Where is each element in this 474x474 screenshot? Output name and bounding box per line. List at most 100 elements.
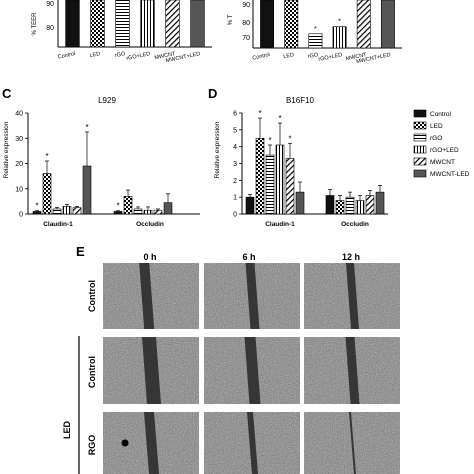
scratch-wound [345,337,360,404]
panel-c-bar-occludin-control [113,211,123,215]
top-left-ylabel: % TEER [32,12,38,36]
panel-d-tick-label: 3 [233,161,237,168]
panel-c-bar-claudin-1-rgo [52,208,62,215]
panel-d-sig-star: * [278,114,281,123]
panel-d-bar-occludin-rgo [345,196,355,215]
micrograph-r2-c1 [103,337,199,404]
panel-c-ylabel: Relative expression [3,121,10,178]
panel-c: C L929 Relative expression 0 10 20 30 40 * * *… [2,86,200,228]
panel-d-letter: D [208,86,217,101]
panel-top-right: % T 90 80 70 * * Control LED rGO rGO+LED MWCN… [228,0,402,65]
scratch-wound [247,412,258,474]
panel-d: D B16F10 Relative expression 0 1 2 3 4 5 6 * * *… [208,86,388,228]
panel-c-bar-claudin-1-rgo-led [62,206,72,215]
top-left-label-rgo: rGO [115,51,127,59]
top-right-bar-mwcnt-led [380,0,395,49]
top-right-tick-80: 80 [242,20,250,27]
micrograph-r2-c2 [204,337,300,404]
panel-d-bar-occludin-mwcnt-led [375,191,385,215]
panel-c-sig-star: * [35,202,38,211]
panel-c-title: L929 [98,96,116,105]
legend-swatch-mwcnt-led [413,169,427,178]
top-right-bar-rgo [308,33,323,49]
legend-label-led: LED [430,123,443,130]
legend-swatch-rgo [413,133,427,142]
scratch-wound [244,337,261,404]
micrograph-r3-c2 [204,412,300,474]
top-left-bar-mwcnt [165,0,180,48]
panel-d-bar-claudin-1-rgo [265,154,275,215]
micrograph-r2-c3 [304,337,400,404]
panel-c-tick-label: 40 [15,111,23,118]
top-left-bar-mwcnt-led [190,0,205,48]
panel-c-bar-occludin-rgo [133,208,143,215]
panel-e-letter: E [76,244,85,259]
scratch-wound [142,337,161,404]
panel-c-group-claudin: Claudin-1 [43,221,73,228]
panel-d-bar-occludin-rgo-led [355,200,365,215]
legend-swatch-rgo-led [413,145,427,154]
top-right-sig-star: * [314,26,317,33]
time-label-12h: 12 h [342,252,360,262]
panel-d-tick-label: 5 [233,127,237,134]
top-right-ylabel: % T [228,14,234,25]
legend-label-mwcnt: MWCNT [430,159,455,166]
panel-d-sig-star: * [258,109,261,118]
panel-c-bar-occludin-led [123,196,133,215]
legend-swatch-led [413,121,427,130]
panel-c-tick-label: 0 [19,212,23,219]
row-label-control-led: Control [87,356,97,388]
panel-c-bar-claudin-1-mwcnt-led [82,165,92,215]
top-right-label-rgo-led: rGO+LED [318,52,343,63]
panel-e: E 0 h 6 h 12 h Control Control RGO LED [62,244,400,474]
legend-label-rgo: rGO [430,135,442,142]
panel-d-tick-label: 6 [233,111,237,118]
panel-c-letter: C [2,86,12,101]
top-right-label-led: LED [283,52,295,60]
top-left-label-led: LED [89,51,101,59]
legend-swatch-mwcnt [413,157,427,166]
panel-top-left: % TEER 90 80 Control LED rGO rGO+LED MWCNTMW… [32,0,212,64]
time-label-6h: 6 h [242,252,255,262]
panel-d-ylabel: Relative expression [214,121,221,178]
panel-c-group-occludin: Occludin [136,221,164,228]
panel-d-bar-occludin-mwcnt [365,195,375,215]
legend-label-control: Control [430,111,452,118]
top-left-bar-rgo-led [140,0,155,48]
top-left-bar-rgo [115,0,130,48]
panel-d-sig-star: * [268,136,271,145]
top-right-bar-mwcnt [356,0,371,49]
top-left-label-control: Control [57,51,76,61]
top-right-bar-rgo-led [332,26,347,49]
row-label-rgo-led: RGO [87,435,97,456]
panel-d-tick-label: 1 [233,195,237,202]
panel-c-sig-star: * [85,123,88,132]
panel-d-tick-label: 0 [233,212,237,219]
panel-c-tick-label: 30 [15,136,23,143]
panel-d-group-claudin: Claudin-1 [265,221,295,228]
top-right-tick-70: 70 [242,35,250,42]
panel-d-title: B16F10 [286,96,315,105]
panel-d-tick-label: 2 [233,178,237,185]
legend-label-rgo-led: rGO+LED [430,147,459,154]
panel-c-bar-occludin-mwcnt-led [163,202,173,215]
top-left-label-mwcnt: MWCNT [154,51,176,61]
top-right-label-rgo: rGO [307,52,319,60]
panel-d-bar-occludin-led [335,200,345,215]
top-right-tick-90: 90 [242,2,250,9]
scratch-wound [245,263,260,329]
panel-c-bar-claudin-1-mwcnt [72,207,82,215]
legend-swatch-control [413,109,427,118]
time-label-0h: 0 h [143,252,156,262]
top-right-label-control: Control [252,52,271,62]
panel-d-tick-label: 4 [233,144,237,151]
micrograph-r1-c3 [304,263,400,329]
top-right-label-mwcnt: MWCNT [345,52,367,62]
scratch-wound [346,263,359,329]
top-right-sig-star: * [338,19,341,26]
top-left-tick-90: 90 [46,1,54,8]
panel-c-bar-claudin-1-control [32,211,42,215]
micrograph-r1-c1 [103,263,199,329]
panel-c-sig-star: * [45,152,48,161]
